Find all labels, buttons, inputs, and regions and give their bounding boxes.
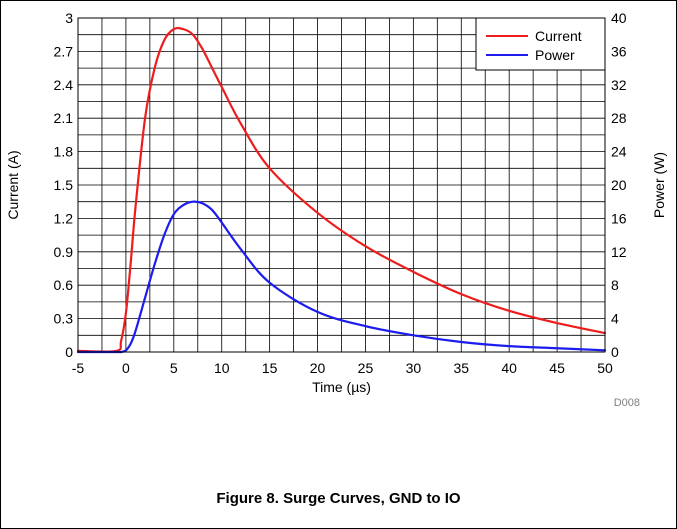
surge-chart: -5 0 5 10 15 20 25 30 35 40 45 5000.30.60.91.21.51.… — [5, 10, 667, 409]
y2-tick-label: 16 — [611, 210, 627, 226]
x-tick-label: 30 — [406, 360, 422, 376]
x-tick-label: 5 — [170, 360, 178, 376]
y-tick-label: 1.8 — [54, 144, 74, 160]
x-tick-label: 50 — [597, 360, 613, 376]
y2-tick-label: 36 — [611, 43, 627, 59]
x-tick-label: 45 — [549, 360, 565, 376]
y2-tick-label: 20 — [611, 177, 627, 193]
y2-tick-label: 4 — [611, 311, 619, 327]
y2-axis-title: Power (W) — [651, 152, 667, 218]
x-tick-label: -5 — [72, 360, 85, 376]
y-tick-label: 2.7 — [54, 43, 74, 59]
y2-tick-label: 28 — [611, 110, 627, 126]
x-tick-label: 40 — [501, 360, 517, 376]
tick-labels: -5 0 5 10 15 20 25 30 35 40 45 5000.30.60.91.21.51.… — [54, 10, 627, 376]
y-tick-label: 0.3 — [54, 311, 74, 327]
figure-caption: Figure 8. Surge Curves, GND to IO — [216, 490, 461, 507]
y-tick-label: 0 — [65, 344, 73, 360]
x-tick-label: 10 — [214, 360, 230, 376]
x-axis-title: Time (µs) — [312, 379, 371, 395]
y2-tick-label: 8 — [611, 277, 619, 293]
legend: Current Power — [475, 17, 606, 71]
y2-tick-label: 40 — [611, 10, 627, 26]
legend-label-current: Current — [535, 28, 582, 44]
y-tick-label: 0.6 — [54, 277, 74, 293]
y-tick-label: 0.9 — [54, 244, 74, 260]
y-tick-label: 2.4 — [54, 77, 74, 93]
series-line-current — [76, 26, 607, 353]
x-tick-label: 0 — [122, 360, 130, 376]
x-tick-label: 25 — [358, 360, 374, 376]
y-tick-label: 3 — [65, 10, 73, 26]
y2-tick-label: 24 — [611, 144, 627, 160]
y-tick-label: 1.2 — [54, 210, 74, 226]
y2-tick-label: 0 — [611, 344, 619, 360]
series-layer — [76, 26, 607, 354]
legend-label-power: Power — [535, 47, 575, 63]
series-line-power — [76, 200, 607, 354]
legend-box — [475, 17, 606, 71]
x-tick-label: 15 — [262, 360, 278, 376]
figure-code: D008 — [614, 397, 640, 409]
y2-tick-label: 32 — [611, 77, 627, 93]
plot-border — [77, 17, 606, 353]
x-tick-label: 35 — [453, 360, 469, 376]
y-tick-label: 1.5 — [54, 177, 74, 193]
x-tick-label: 20 — [310, 360, 326, 376]
y-tick-label: 2.1 — [54, 110, 74, 126]
y2-tick-label: 12 — [611, 244, 627, 260]
y-axis-title: Current (A) — [5, 150, 21, 219]
